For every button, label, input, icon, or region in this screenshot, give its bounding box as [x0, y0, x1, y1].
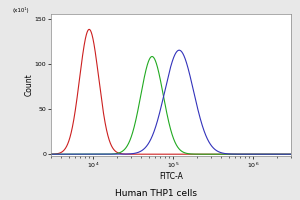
X-axis label: FITC-A: FITC-A — [159, 172, 183, 181]
Y-axis label: Count: Count — [24, 74, 33, 96]
Text: Human THP1 cells: Human THP1 cells — [115, 189, 197, 198]
Text: (x10¹): (x10¹) — [13, 7, 29, 13]
